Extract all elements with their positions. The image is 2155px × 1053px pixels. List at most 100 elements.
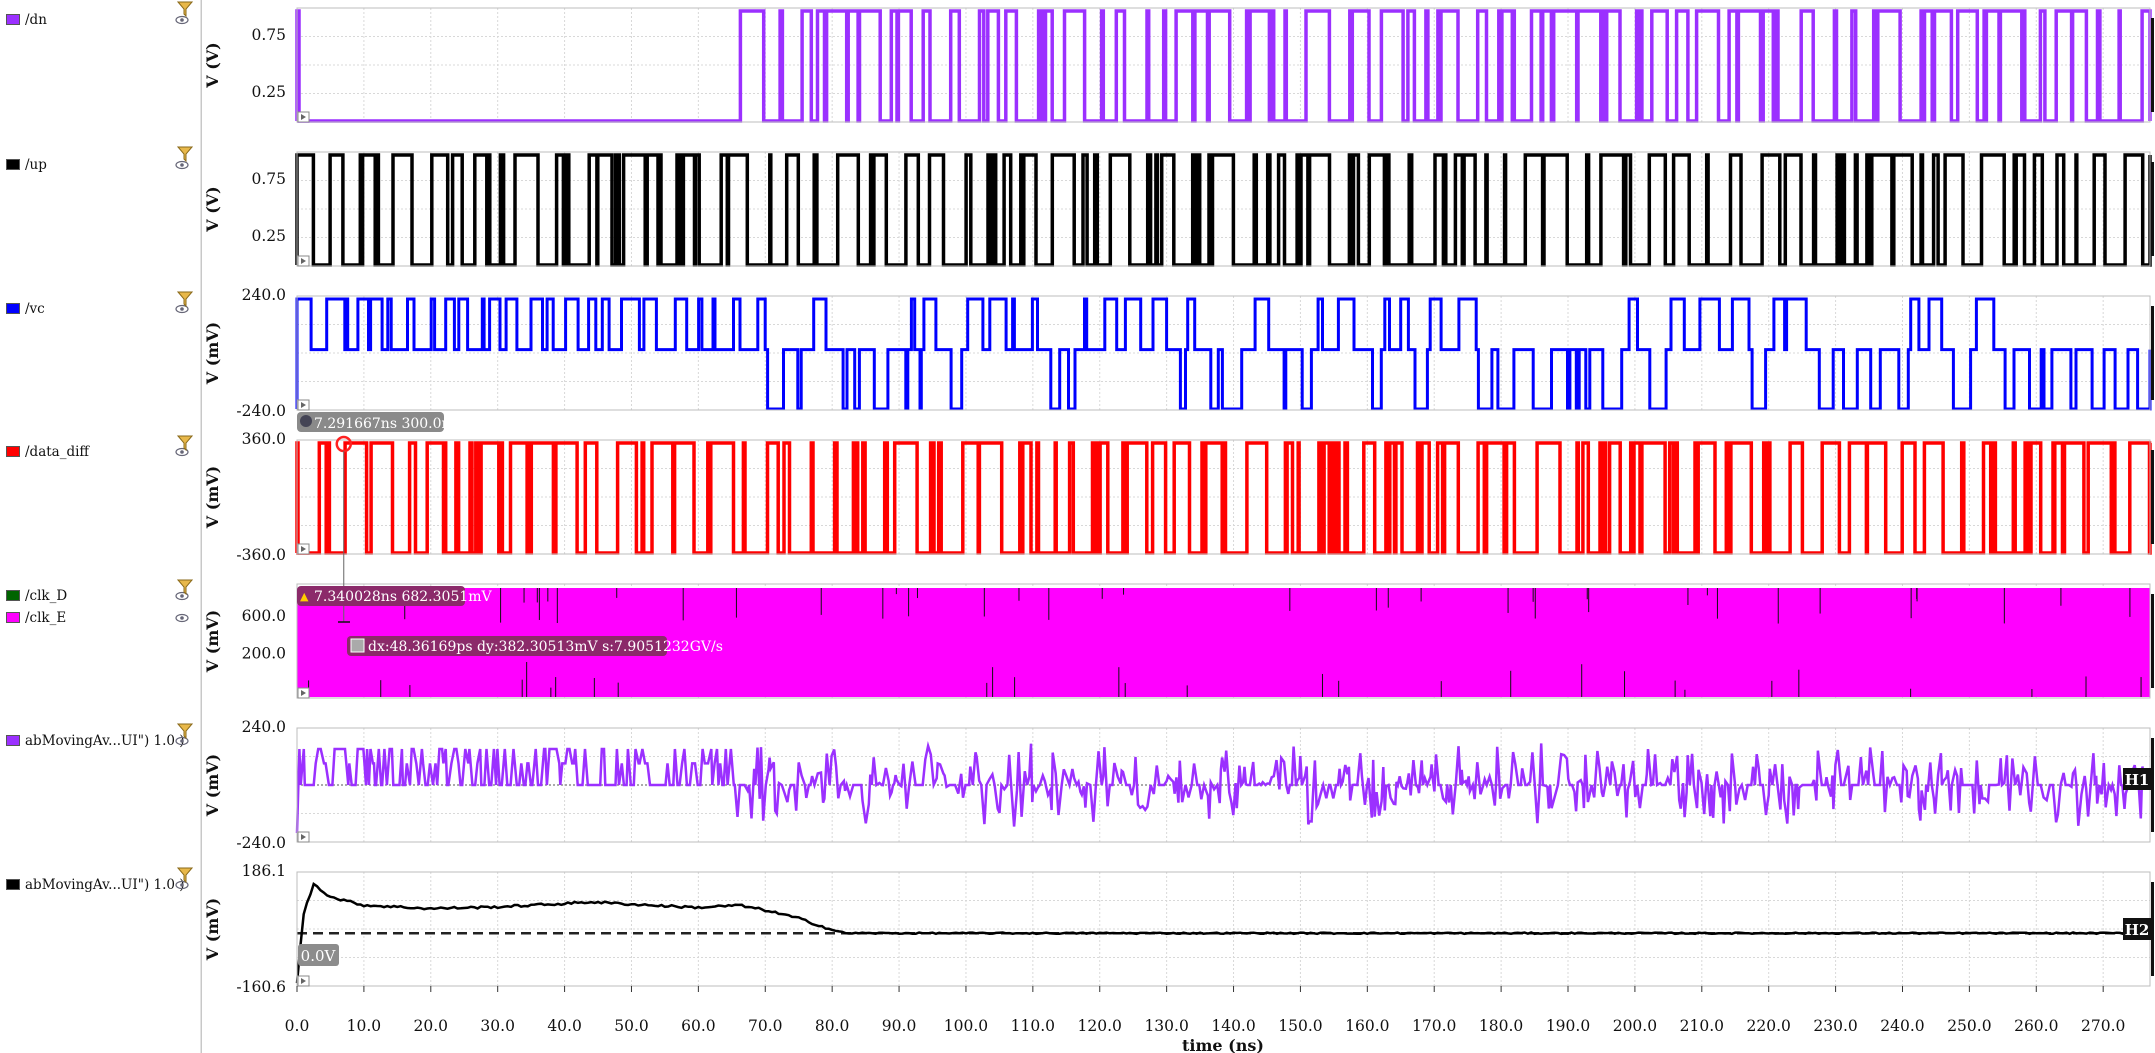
x-tick-label: 250.0 xyxy=(1947,1017,1991,1035)
y-axis-label: V (mV) xyxy=(203,466,222,529)
marker-point-label-bg xyxy=(297,412,444,432)
x-tick-label: 110.0 xyxy=(1011,1017,1055,1035)
strip-frame xyxy=(296,439,2151,555)
filter-icon[interactable] xyxy=(177,291,193,307)
waveform-vc xyxy=(295,297,2152,411)
filter-icon[interactable] xyxy=(177,435,193,451)
delta-label: dx:48.36169ps dy:382.30513mV s:7.9051232… xyxy=(368,639,723,655)
x-tick-label: 30.0 xyxy=(480,1017,515,1035)
legend-item[interactable]: /clk_E xyxy=(0,609,200,627)
marker-a-label: 7.340028ns 682.3051mV xyxy=(314,589,493,605)
eye-icon[interactable] xyxy=(175,13,189,27)
strip-grid xyxy=(296,872,2150,986)
y-tick-label: -240.0 xyxy=(236,402,286,420)
expand-icon xyxy=(301,402,306,408)
legend-item[interactable]: /data_diff xyxy=(0,443,200,461)
x-tick-label: 270.0 xyxy=(2081,1017,2125,1035)
y-tick-label: 240.0 xyxy=(242,286,286,304)
strip-scroll-handle[interactable] xyxy=(2151,18,2154,112)
x-tick-label: 80.0 xyxy=(815,1017,850,1035)
signal-color-swatch xyxy=(6,446,20,457)
x-tick-label: 100.0 xyxy=(944,1017,988,1035)
x-tick-label: 160.0 xyxy=(1345,1017,1389,1035)
signal-color-swatch xyxy=(6,879,20,890)
x-tick-label: 130.0 xyxy=(1144,1017,1188,1035)
x-tick-label: 180.0 xyxy=(1479,1017,1523,1035)
strip-frame xyxy=(296,7,2151,123)
signal-name: abMovingAv...UI") 1.0 ) xyxy=(25,733,185,749)
marker-label: H2 xyxy=(2125,921,2150,939)
filter-icon[interactable] xyxy=(177,723,193,739)
strip-scroll-handle[interactable] xyxy=(2151,882,2154,976)
filter-icon[interactable] xyxy=(177,867,193,883)
expand-icon xyxy=(301,978,306,984)
zero-value-label: 0.0V xyxy=(298,944,339,966)
eye-icon[interactable] xyxy=(175,589,189,603)
x-tick-label: 200.0 xyxy=(1613,1017,1657,1035)
x-tick-label: 70.0 xyxy=(748,1017,783,1035)
y-tick-label: 0.25 xyxy=(251,83,286,101)
x-axis-label: time (ns) xyxy=(1182,1036,1264,1053)
y-tick-label: 0.75 xyxy=(251,170,286,188)
marker-badge xyxy=(2123,918,2151,940)
signal-legend-panel: /dn/up/vc/data_diff/clk_D/clk_E abMovingA… xyxy=(0,0,202,1053)
strip-scroll-handle[interactable] xyxy=(2151,738,2154,832)
expand-icon xyxy=(301,258,306,264)
filter-icon[interactable] xyxy=(177,579,193,595)
y-tick-label: 0.25 xyxy=(251,227,286,245)
x-tick-label: 20.0 xyxy=(414,1017,449,1035)
signal-name: /data_diff xyxy=(25,444,90,460)
legend-item[interactable]: /clk_D xyxy=(0,587,200,605)
y-tick-label: -240.0 xyxy=(236,834,286,852)
strip-scroll-handle[interactable] xyxy=(2151,594,2154,688)
warning-icon: ▲ xyxy=(300,590,309,603)
filter-icon[interactable] xyxy=(177,146,193,162)
marker-h2[interactable]: H2 xyxy=(2123,918,2151,940)
eye-icon[interactable] xyxy=(175,445,189,459)
y-axis-label: V (V) xyxy=(203,42,222,89)
marker-h1[interactable]: H1 xyxy=(2123,768,2151,790)
signal-color-swatch xyxy=(6,735,20,746)
marker-a-label-bg xyxy=(297,586,465,606)
waveform-data_diff xyxy=(295,441,2152,555)
y-tick-label: -160.6 xyxy=(236,978,286,996)
x-tick-label: 120.0 xyxy=(1078,1017,1122,1035)
y-tick-label: 186.1 xyxy=(242,862,286,880)
eye-icon[interactable] xyxy=(175,734,189,748)
x-tick-label: 230.0 xyxy=(1813,1017,1857,1035)
x-tick-label: 170.0 xyxy=(1412,1017,1456,1035)
eye-icon[interactable] xyxy=(175,878,189,892)
legend-item[interactable]: abMovingAv...UI") 1.0 ) xyxy=(0,876,200,894)
y-axis-label: V (mV) xyxy=(203,610,222,673)
y-tick-label: 360.0 xyxy=(242,430,286,448)
signal-name: /vc xyxy=(25,301,45,317)
x-tick-label: 10.0 xyxy=(347,1017,382,1035)
eye-icon[interactable] xyxy=(175,611,189,625)
y-tick-label: -360.0 xyxy=(236,546,286,564)
strip-scroll-handle[interactable] xyxy=(2151,162,2154,256)
filter-icon[interactable] xyxy=(177,1,193,17)
expand-icon xyxy=(301,114,306,120)
waveform-mavg2 xyxy=(295,882,2147,984)
strip-scroll-handle[interactable] xyxy=(2151,306,2154,400)
x-tick-label: 140.0 xyxy=(1211,1017,1255,1035)
y-axis-label: V (mV) xyxy=(203,322,222,385)
x-tick-label: 220.0 xyxy=(1747,1017,1791,1035)
legend-item[interactable]: /vc xyxy=(0,300,200,318)
legend-item[interactable]: abMovingAv...UI") 1.0 ) xyxy=(0,732,200,750)
eye-icon[interactable] xyxy=(175,158,189,172)
y-tick-label: 0.75 xyxy=(251,26,286,44)
waveform-mavg1 xyxy=(295,740,2152,834)
signal-color-swatch xyxy=(6,303,20,314)
marker-handle-icon[interactable] xyxy=(300,415,312,427)
y-axis-label: V (mV) xyxy=(203,898,222,961)
y-tick-label: 200.0 xyxy=(242,644,286,662)
legend-item[interactable]: /dn xyxy=(0,11,200,29)
signal-name: /dn xyxy=(25,12,47,28)
cursor-annotations[interactable]: 7.291667ns 300.0mV 7.340028ns 682.3051mV d… xyxy=(297,412,723,656)
eye-icon[interactable] xyxy=(175,302,189,316)
delta-icon xyxy=(350,638,365,653)
strip-scroll-handle[interactable] xyxy=(2151,450,2154,544)
legend-item[interactable]: /up xyxy=(0,156,200,174)
